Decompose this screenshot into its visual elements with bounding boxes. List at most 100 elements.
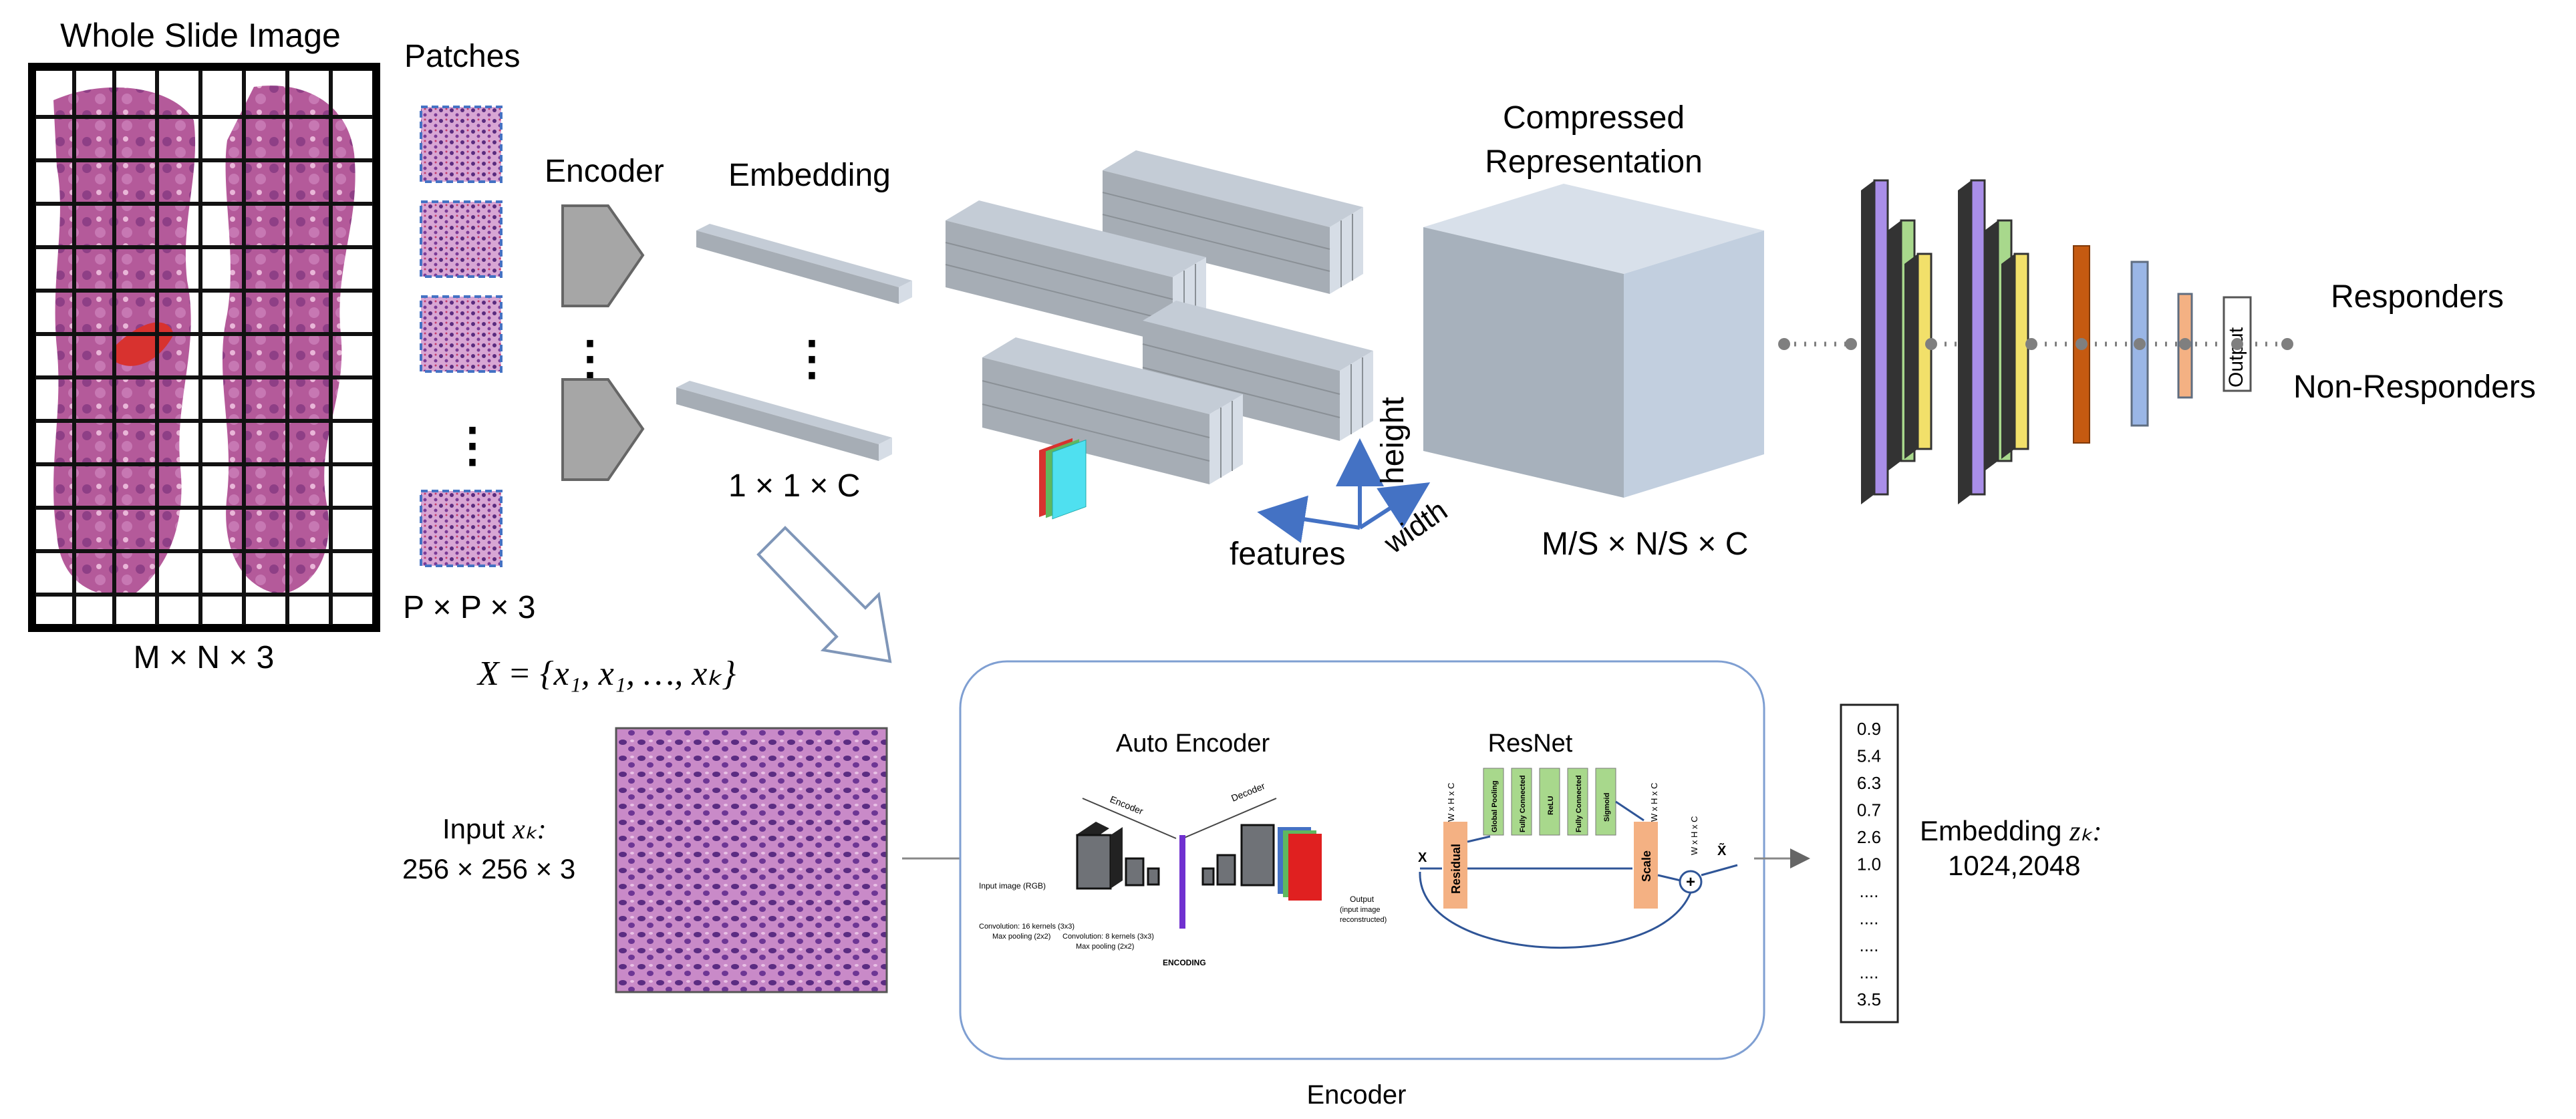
ae-conv1-caption: Convolution: 16 kernels (3x3): [979, 923, 1075, 931]
embedding-value: 0.9: [1857, 719, 1881, 739]
embedding-value: 3.5: [1857, 989, 1881, 1009]
resnet-gp-box: [1483, 768, 1504, 836]
axis-height-label: height: [1375, 397, 1411, 484]
embedding-label: Embedding: [728, 158, 891, 193]
ae-pool1-caption: Max pooling (2x2): [992, 933, 1050, 941]
encoder-shape-2: [561, 378, 645, 481]
embedding-value: 6.3: [1857, 773, 1881, 793]
ae-enc-vol-2: [1125, 857, 1145, 887]
axis-width-label: width: [1378, 494, 1453, 561]
embedding-value: 1.0: [1857, 854, 1881, 874]
embedding-value: 5.4: [1857, 746, 1881, 766]
resnet-edge: [1657, 874, 1681, 882]
embedding-result-label: Embedding zₖ:: [1920, 815, 2102, 847]
encoder-label: Encoder: [545, 154, 664, 189]
ae-output-caption-3: reconstructed): [1340, 916, 1387, 924]
ae-enc-vol-1: [1076, 834, 1112, 890]
embedding-value: 2.6: [1857, 827, 1881, 847]
whole-slide-image: Whole Slide Image M × N: [28, 17, 380, 675]
encoder-box-frame: [959, 660, 1765, 1060]
node: [2281, 338, 2293, 350]
embedding-top: Embedding ⋮ 1 × 1 × C: [676, 158, 912, 504]
embedding-bar-2-front: [676, 387, 879, 461]
block-4: [1102, 150, 1363, 294]
compressed-title-2: Representation: [1485, 144, 1703, 180]
resnet-diagram: W x H x C W x H x C W x H x C Residual G…: [1418, 768, 1738, 949]
node: [1845, 338, 1857, 350]
resnet-whc-1: W x H x C: [1446, 783, 1456, 822]
resnet-skip-connection: [1419, 871, 1692, 949]
axis-width-arrow: [1358, 482, 1431, 530]
encoder-ellipsis: ⋮: [567, 332, 613, 384]
ae-guide: [1082, 798, 1177, 839]
patch-3: [420, 295, 503, 373]
encoder-box: Encoder Auto Encoder ResNet Encoder Deco…: [959, 438, 1765, 1110]
embedding-bar-1-front: [696, 230, 899, 304]
ae-guide: [1182, 798, 1277, 839]
embedding-value: ....: [1860, 963, 1879, 983]
embedding-value: ....: [1860, 909, 1879, 929]
resnet-relu-label: ReLU: [1547, 796, 1555, 815]
embedding-value: 0.7: [1857, 800, 1881, 820]
output-label: Output: [2225, 327, 2247, 387]
resnet-x-out: X̃: [1717, 842, 1727, 858]
ae-conv2-caption: Convolution: 8 kernels (3x3): [1062, 933, 1154, 941]
embedding-values: 0.9 5.4 6.3 0.7 2.6 1.0................ 3.5: [1857, 719, 1881, 1009]
wsi-dims: M × N × 3: [134, 640, 275, 675]
ae-output-red: [1288, 834, 1322, 901]
block-2: [982, 337, 1243, 484]
encoder-top: Encoder ⋮: [545, 154, 664, 481]
zoom-arrow: [756, 526, 892, 663]
set-formula: X = {x₁, x₁, …, xₖ}: [476, 655, 736, 693]
non-responders-label: Non-Responders: [2293, 369, 2536, 405]
node: [2076, 338, 2088, 350]
patch-2: [420, 200, 503, 278]
cube-front: [1423, 227, 1624, 498]
compressed-dims: M/S × N/S × C: [1542, 526, 1748, 562]
node: [2231, 338, 2243, 350]
resnet-fc2-box: [1567, 768, 1588, 836]
axis-features-label: features: [1230, 536, 1345, 572]
input-histology-image: [615, 727, 888, 993]
input-dims: 256 × 256 × 3: [402, 853, 575, 885]
embedding-value: ....: [1860, 881, 1879, 901]
ae-output-caption-2: (input image: [1340, 906, 1381, 914]
compressed-representation: Compressed Representation M/S × N/S × C: [1423, 100, 1764, 562]
input-section: X = {x₁, x₁, …, xₖ} Input xₖ: 256 × 256 …: [402, 655, 969, 993]
embedding-bar-2-top: [676, 381, 892, 444]
resnet-sigmoid-box: [1595, 768, 1616, 836]
resnet-residual-box: [1443, 822, 1467, 909]
resnet-fc1-label: Fully Connected: [1519, 775, 1527, 832]
responders-label: Responders: [2331, 279, 2504, 315]
ae-input-cyan: [1052, 439, 1087, 520]
cube-top: [1423, 184, 1764, 274]
encoder-box-caption: Encoder: [1307, 1080, 1407, 1110]
patches-title: Patches: [404, 39, 520, 74]
encoder-shape-1: [561, 204, 645, 307]
ae-dec-vol-3: [1240, 824, 1275, 887]
resnet-x-in: X: [1418, 850, 1427, 865]
resnet-whc-3: W x H x C: [1689, 816, 1699, 856]
resnet-plus: +: [1686, 873, 1695, 891]
ae-pool2-caption: Max pooling (2x2): [1076, 943, 1134, 951]
patch-dims: P × P × 3: [403, 590, 535, 625]
resnet-gp-label: Global Pooling: [1491, 780, 1499, 832]
wsi-title: Whole Slide Image: [60, 17, 341, 54]
node: [1925, 338, 1937, 350]
embedding-dims: 1 × 1 × C: [728, 468, 860, 504]
ae-input-caption: Input image (RGB): [979, 881, 1046, 891]
node: [1778, 338, 1790, 350]
input-label: Input xₖ:: [442, 813, 547, 845]
patch-1: [420, 106, 503, 183]
resnet-sigmoid-label: Sigmoid: [1603, 793, 1611, 822]
ae-encoding-caption: ENCODING: [1163, 958, 1206, 967]
conv-group-2: [1958, 179, 2029, 504]
embedding-bar-2-end: [879, 438, 892, 461]
ae-output-caption-1: Output: [1350, 895, 1375, 904]
resnet-edge: [1615, 800, 1644, 822]
node: [2179, 338, 2191, 350]
embedding-value: ....: [1860, 935, 1879, 955]
resnet-edge: [1467, 835, 1491, 843]
patch-4: [420, 490, 503, 567]
embedding-vector-box: [1840, 703, 1899, 1023]
